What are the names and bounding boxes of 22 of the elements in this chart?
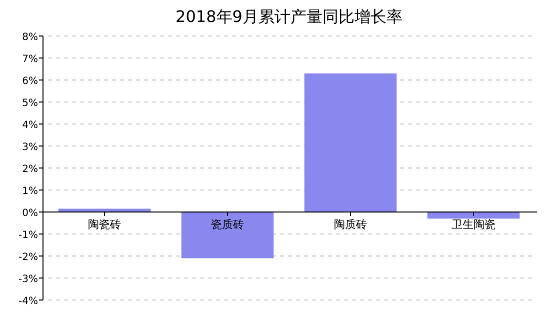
y-tick-label: -2% xyxy=(18,252,38,263)
x-tick-label: 卫生陶瓷 xyxy=(452,218,496,231)
y-tick-label: 0% xyxy=(22,208,38,219)
y-tick-label: 4% xyxy=(22,120,38,131)
bar xyxy=(427,212,520,219)
y-tick-label: -1% xyxy=(18,230,38,241)
x-tick-label: 瓷质砖 xyxy=(211,218,244,231)
x-tick-label: 陶质砖 xyxy=(334,218,367,231)
bar xyxy=(304,73,397,212)
y-tick-label: -4% xyxy=(18,296,38,307)
bar xyxy=(58,208,151,212)
x-tick-label: 陶瓷砖 xyxy=(88,218,121,231)
chart-title: 2018年9月累计产量同比增长率 xyxy=(176,7,402,26)
y-tick-label: 7% xyxy=(22,54,38,65)
y-tick-label: 8% xyxy=(22,32,38,43)
y-tick-label: 6% xyxy=(22,76,38,87)
y-tick-label: -3% xyxy=(18,274,38,285)
y-tick-label: 3% xyxy=(22,142,38,153)
y-tick-label: 5% xyxy=(22,98,38,109)
bar xyxy=(181,212,274,258)
y-tick-label: 1% xyxy=(22,186,38,197)
y-tick-label: 2% xyxy=(22,164,38,175)
